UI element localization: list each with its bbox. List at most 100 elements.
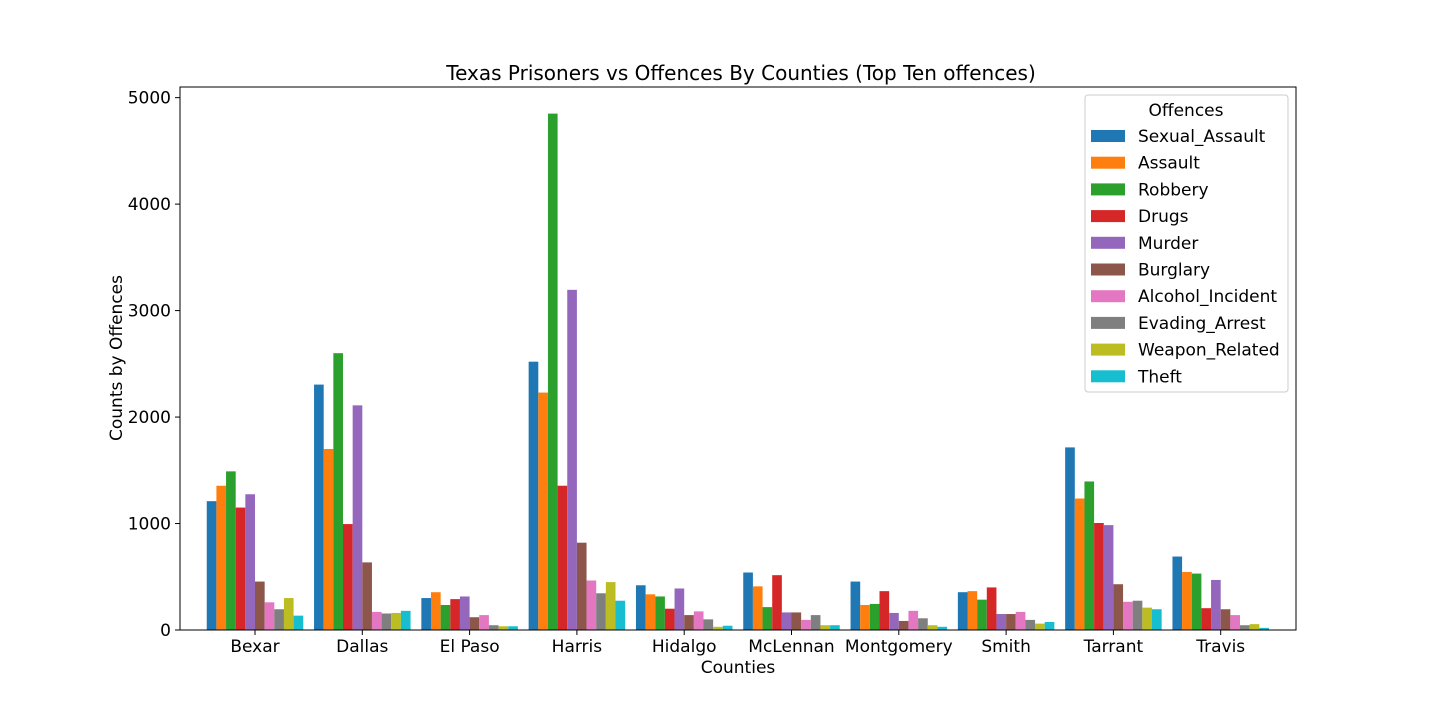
legend-swatch-drugs [1091,210,1125,223]
bar-assault-bexar [216,485,227,630]
x-tick-label: Bexar [230,637,279,657]
bar-murder-travis [1211,579,1221,630]
bar-weapon-related-tarrant [1142,607,1152,630]
legend-frame [1084,94,1289,393]
bar-murder-montgomery [889,612,899,630]
legend-swatch-burglary [1091,263,1125,276]
bar-evading-arrest-hidalgo [703,619,714,630]
bar-sexual-assault-harris [528,361,539,630]
bar-evading-arrest-harris [596,593,606,630]
x-tick-label: Montgomery [845,637,953,657]
y-tick-label: 4000 [128,195,171,215]
bar-murder-bexar [245,494,255,630]
bar-drugs-hidalgo [664,608,675,630]
legend-label-sexual-assault: Sexual_Assault [1138,127,1266,147]
legend-label-robbery: Robbery [1138,180,1209,200]
y-tick-label: 3000 [128,302,171,322]
bar-evading-arrest-mclennan [810,615,821,630]
bar-robbery-smith [977,599,987,630]
x-tick-label: Harris [552,637,603,657]
bar-evading-arrest-tarrant [1132,600,1143,630]
bar-weapon-related-hidalgo [713,626,723,630]
bar-assault-hidalgo [645,594,656,630]
bar-drugs-montgomery [879,591,890,630]
bar-evading-arrest-el-paso [488,625,499,630]
bar-robbery-mclennan [762,607,773,630]
bar-robbery-bexar [226,471,236,630]
legend-swatch-sexual-assault [1091,130,1125,142]
bar-murder-tarrant [1103,525,1114,630]
bar-burglary-el-paso [469,617,480,630]
bar-alcohol-incident-travis [1230,615,1240,630]
bar-weapon-related-bexar [283,598,294,630]
bar-drugs-tarrant [1094,523,1104,630]
bar-weapon-related-dallas [391,612,401,630]
bar-weapon-related-harris [605,582,616,630]
bar-evading-arrest-bexar [274,609,284,630]
bar-sexual-assault-el-paso [421,598,431,630]
bar-sexual-assault-hidalgo [635,585,646,630]
bar-theft-el-paso [508,626,518,630]
bar-burglary-bexar [255,581,265,630]
bar-theft-mclennan [830,625,840,630]
bar-theft-hidalgo [722,625,733,630]
bar-robbery-el-paso [440,604,451,630]
x-tick-label: El Paso [440,637,500,657]
bar-burglary-smith [1006,614,1016,630]
bar-alcohol-incident-mclennan [801,619,811,630]
bar-alcohol-incident-montgomery [908,610,919,630]
bar-sexual-assault-travis [1172,556,1183,630]
bar-assault-el-paso [431,592,441,630]
chart-title: Texas Prisoners vs Offences By Counties … [445,61,1036,85]
bar-weapon-related-smith [1035,623,1045,630]
legend-swatch-theft [1091,370,1125,383]
bar-theft-bexar [293,615,304,630]
bar-burglary-mclennan [791,612,802,630]
bar-murder-dallas [352,405,363,630]
legend: Offences Sexual_Assault Assault Robbery Dru… [1084,94,1289,393]
bar-weapon-related-travis [1249,624,1260,630]
bar-theft-harris [615,600,626,630]
bar-evading-arrest-montgomery [918,618,928,630]
bar-drugs-smith [986,587,997,630]
bar-sexual-assault-tarrant [1065,447,1075,630]
x-tick-label: Hidalgo [652,637,717,657]
bar-alcohol-incident-el-paso [479,615,489,630]
bar-assault-harris [538,392,548,630]
bar-burglary-tarrant [1113,584,1124,630]
x-tick-label: Dallas [336,637,388,657]
bar-theft-travis [1259,627,1269,630]
bar-drugs-bexar [235,507,246,630]
legend-swatch-weapon-related [1091,343,1125,356]
bar-theft-smith [1044,622,1055,630]
legend-label-evading-arrest: Evading_Arrest [1138,314,1266,334]
y-tick-label: 0 [160,621,171,641]
legend-label-assault: Assault [1138,154,1200,174]
bar-murder-harris [567,289,577,630]
bar-robbery-hidalgo [655,596,665,630]
bar-sexual-assault-dallas [314,384,324,630]
x-tick-label: Tarrant [1083,637,1144,657]
legend-label-drugs: Drugs [1138,207,1189,227]
bar-evading-arrest-travis [1240,625,1250,630]
bar-alcohol-incident-tarrant [1123,601,1133,630]
bar-burglary-montgomery [898,620,909,630]
legend-label-murder: Murder [1138,234,1198,254]
bars-group [206,113,1269,631]
bar-burglary-hidalgo [684,615,694,630]
legend-items: Sexual_Assault Assault Robbery Drugs Murder B… [1091,127,1280,387]
bar-robbery-harris [547,113,558,631]
x-tick-label: McLennan [748,637,834,657]
legend-swatch-robbery [1091,183,1125,196]
legend-swatch-assault [1091,156,1125,169]
bar-alcohol-incident-bexar [264,602,275,630]
y-axis: 0 1000 2000 3000 4000 5000 [128,89,180,641]
bar-assault-mclennan [752,586,763,630]
y-axis-title: Counts by Offences [107,275,127,441]
bar-assault-dallas [323,449,334,630]
bar-drugs-mclennan [772,575,782,630]
y-tick-label: 2000 [128,408,171,428]
bar-drugs-dallas [343,524,353,630]
legend-swatch-alcohol-incident [1091,290,1125,303]
